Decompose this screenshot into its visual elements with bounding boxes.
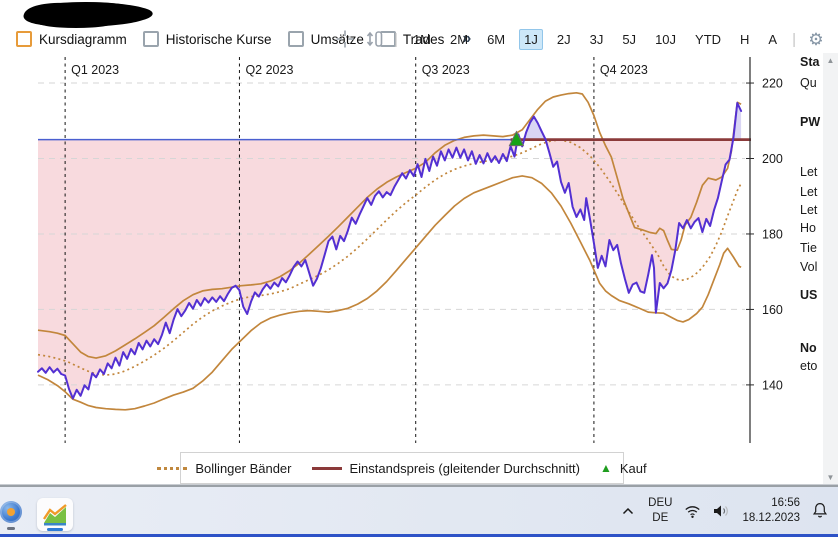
tab-historische-kurse[interactable]: Historische Kurse [142,31,272,47]
bollinger-upper-band [37,91,742,359]
legend-item-bollinger: Bollinger Bänder [157,460,292,476]
range-button-1m[interactable]: 1M [412,31,431,47]
vertical-scale-icon[interactable] [364,29,384,49]
side-panel-label: Tie [800,241,817,255]
gain-area-fill [38,103,742,140]
wifi-icon[interactable] [682,501,702,521]
side-panel-label: Let [800,203,818,217]
buy-marker [508,130,525,147]
notification-bell-icon[interactable] [810,501,830,521]
range-button-6m[interactable]: 6M [487,31,506,47]
side-panel-scrollbar[interactable]: ▲ ▼ [823,53,838,485]
buy-triangle-swatch: ▲ [600,461,612,475]
view-tab-bar: Kursdiagramm Historische Kurse Umsätze Trad… [16,29,471,49]
clock[interactable]: 16:56 18.12.2023 [742,496,800,526]
range-button-2m[interactable]: 2M [450,31,469,47]
details-side-panel: Sta Qu PW Let Let Let Ho Tie Vol US No eto [800,50,824,480]
quarter-label: Q2 2023 [245,63,293,77]
clock-time: 16:56 [771,496,800,509]
stock-app-glyph [43,503,67,525]
charting-app-window: Kursdiagramm Historische Kurse Umsätze Trad… [0,0,838,485]
quarter-label: Q3 2023 [422,63,470,77]
bollinger-lower-band [37,175,742,411]
range-button-5j[interactable]: 5J [622,31,637,47]
y-axis-label: 140 [762,378,783,392]
taskbar-widget-indicator [7,527,15,530]
side-panel-label: No [800,341,817,355]
range-buttons: 1M 2M 6M 1J 2J 3J 5J 10J YTD H A [408,28,782,50]
range-button-2j[interactable]: 2J [556,31,571,47]
chart-toolbar: | 1M 2M 6M 1J 2J 3J 5J 10J YTD H A | ⚙ [335,28,826,50]
widget-icon-center [7,508,15,516]
tab-kursdiagramm[interactable]: Kursdiagramm [16,31,127,47]
y-axis-label: 160 [762,303,783,317]
more-tabs-chevron-icon[interactable]: » [462,30,471,47]
tab-label: Kursdiagramm [39,31,127,47]
tray-chevron-up-icon[interactable] [618,501,638,521]
range-button-h[interactable]: H [740,31,750,47]
toolbar-separator: | [792,30,796,48]
legend-label: Kauf [619,460,647,476]
side-panel-label: Let [800,185,818,199]
side-panel-label: Qu [800,76,817,90]
window-bottom-edge [0,484,838,485]
side-panel-label: Let [800,165,818,179]
tab-checkbox-icon[interactable] [16,31,32,47]
quarter-label: Q4 2023 [600,63,648,77]
bollinger-middle-band [37,139,742,376]
side-panel-label: US [800,288,818,302]
taskbar-stock-app-icon[interactable] [37,498,73,531]
y-axis-label: 200 [762,152,783,166]
legend-item-kauf: ▲ Kauf [600,461,647,476]
taskbar-widget-icon[interactable] [0,501,22,523]
scroll-down-arrow[interactable]: ▼ [826,473,835,482]
range-button-1j[interactable]: 1J [519,28,543,50]
window-bottom-edge-dark [0,485,838,487]
range-button-ytd[interactable]: YTD [695,31,722,47]
range-button-a[interactable]: A [768,31,778,47]
quarter-label: Q1 2023 [71,63,119,77]
tab-checkbox-icon[interactable] [142,31,159,47]
legend-label: Bollinger Bänder [195,460,292,476]
loss-area-fill [38,139,742,399]
y-axis-label: 220 [762,77,783,91]
taskbar-tray: DEU DE 16:56 18.12.2023 [618,487,830,534]
gear-icon[interactable]: ⚙ [808,29,824,49]
language-line2: DE [652,511,669,524]
side-panel-label: Sta [800,55,820,69]
taskbar [0,487,838,534]
language-line1: DEU [648,497,673,510]
taskbar-app-active-indicator [47,528,63,531]
taskbar-bottom-strip [0,534,838,537]
tab-checkbox-icon[interactable] [287,31,304,47]
redacted-title-scribble [18,2,153,28]
range-button-10j[interactable]: 10J [655,31,677,47]
y-axis-label: 180 [762,227,783,241]
einstandspreis-line-swatch [311,466,342,470]
tab-label: Historische Kurse [165,31,272,47]
legend-label: Einstandspreis (gleitender Durchschnitt) [349,460,581,476]
side-panel-label: Vol [800,260,818,274]
scroll-up-arrow[interactable]: ▲ [826,56,835,65]
side-panel-label: PW [800,115,821,129]
language-indicator[interactable]: DEU DE [648,496,672,525]
price-chart-surface[interactable]: Q1 2023 Q2 2023 Q3 2023 Q4 2023 220 200 180 160… [0,0,800,484]
speaker-icon[interactable] [712,501,732,521]
legend-item-einstandspreis: Einstandspreis (gleitender Durchschnitt) [311,460,581,476]
range-button-3j[interactable]: 3J [589,31,604,47]
toolbar-separator: | [394,30,398,48]
clock-date: 18.12.2023 [742,511,800,524]
side-panel-label: eto [800,359,818,373]
chart-legend: Bollinger Bänder Einstandspreis (gleiten… [157,452,647,484]
bollinger-dotted-swatch [157,466,188,470]
crosshair-icon[interactable] [335,29,355,49]
tab-trades[interactable]: Trades [379,31,445,47]
side-panel-label: Ho [800,221,816,235]
price-line [37,102,743,400]
tab-label: Trades [402,31,445,47]
